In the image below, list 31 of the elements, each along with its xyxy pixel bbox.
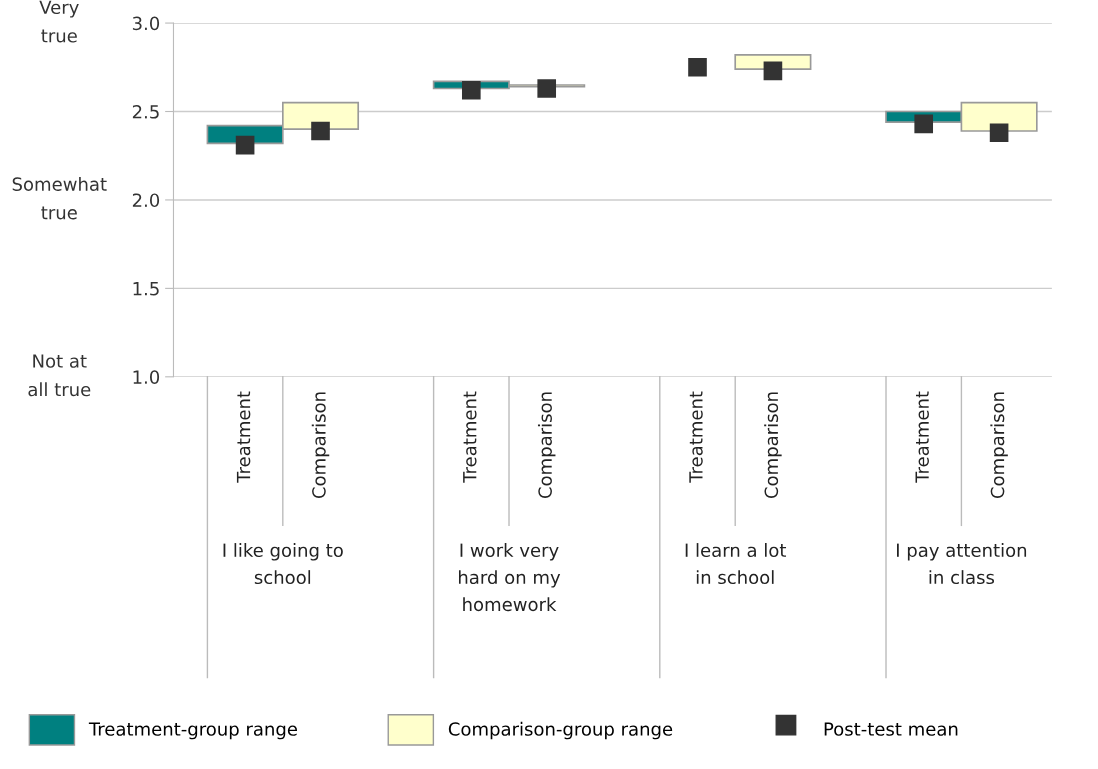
point [461,80,481,100]
legend-label: Treatment-group range [88,722,297,740]
x-tick-label: Comparison [764,392,782,499]
x-tick-label: Treatment [236,391,251,483]
text: Not at all true [28,354,91,397]
x-tick-label: Comparison [990,392,1008,499]
y-tick-label: 3.0 [132,16,160,31]
y-tick-label: 2.0 [132,193,160,208]
y-tick-label: 1.0 [133,370,160,384]
x-tick-label: Treatment [463,391,477,483]
text: I work very hard on my homework [458,543,561,612]
point [914,114,934,134]
text: I pay attention in class [896,543,1027,585]
text: Very true [39,0,79,43]
y-tick-label: 1.5 [133,282,159,296]
x-tick-label: Treatment [915,391,929,483]
y-tick-label: 2.5 [132,104,159,119]
legend-label: Post-test mean [824,722,958,736]
legend-label: Comparison-group range [448,721,673,740]
x-tick-label: Comparison [537,392,556,499]
point [688,57,707,77]
point [235,135,255,155]
point [311,121,330,141]
text: I like going to school [223,543,343,585]
text: Somewhat true [12,176,107,220]
point [989,123,1009,143]
x-tick-label: Comparison [311,392,330,499]
point [763,61,783,81]
text: I learn a lot in school [685,543,787,585]
x-tick-label: Treatment [689,391,703,483]
point [537,79,557,98]
